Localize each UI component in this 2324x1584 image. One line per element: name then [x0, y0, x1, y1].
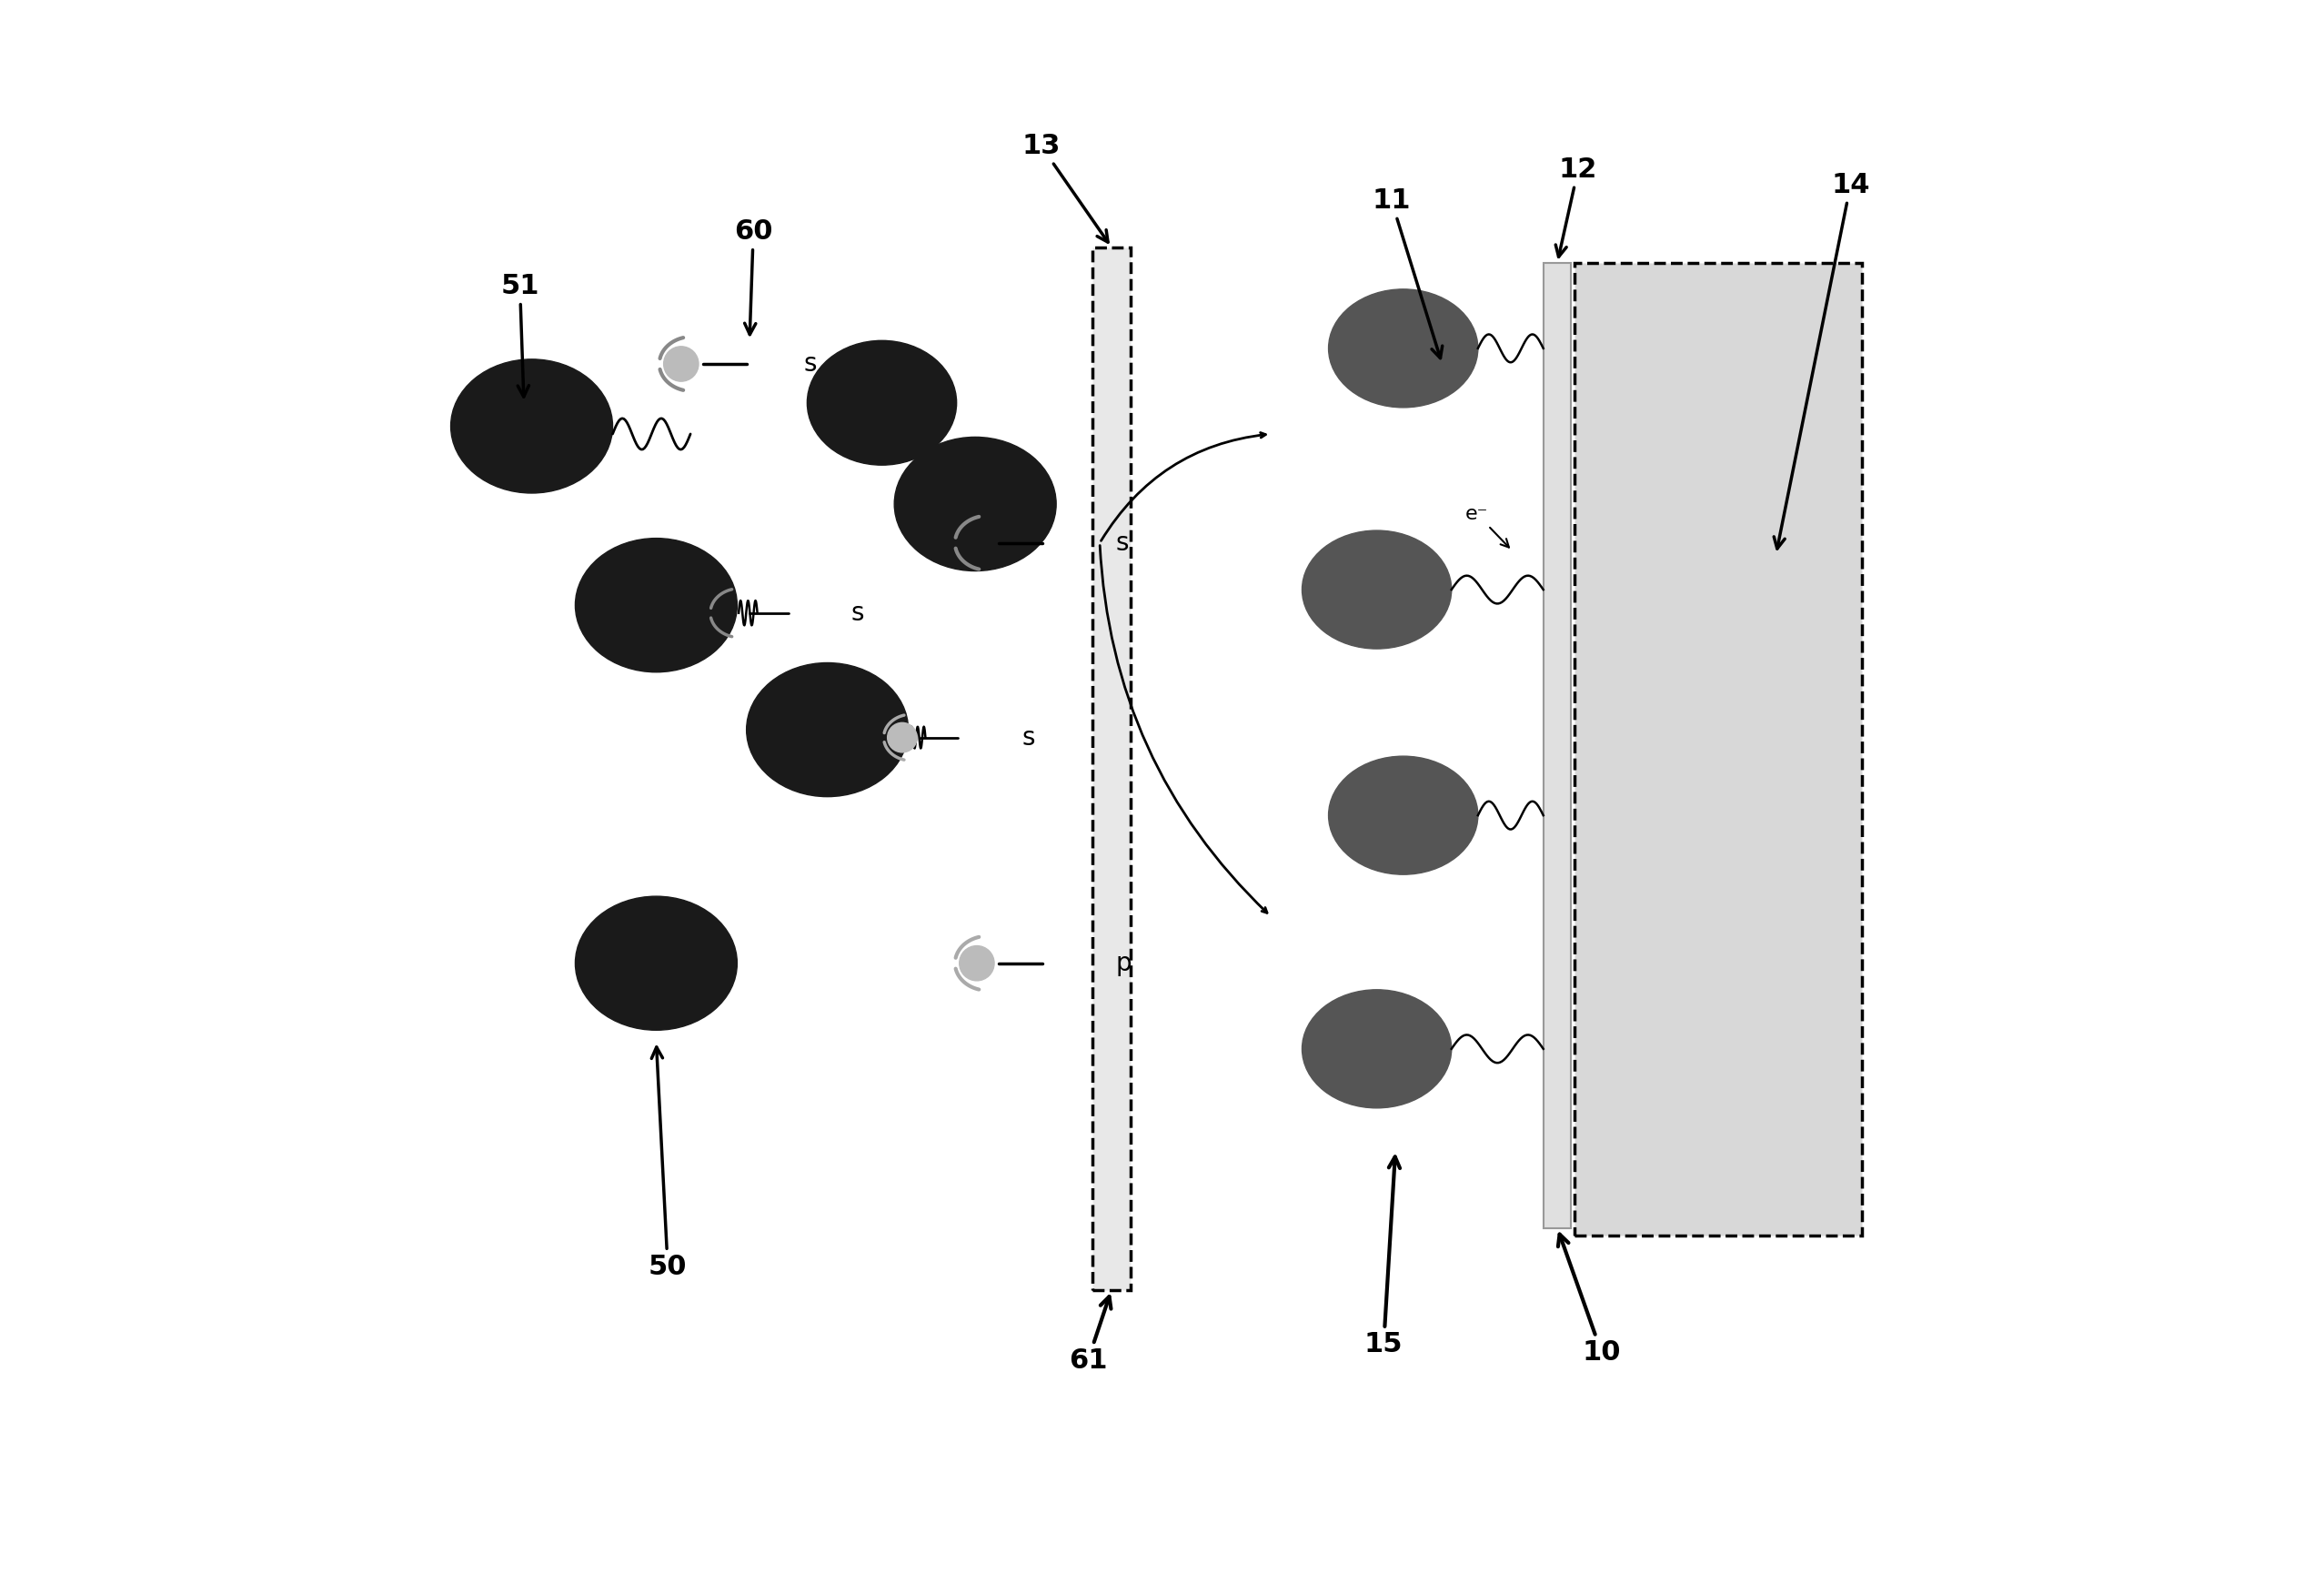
Ellipse shape: [1329, 756, 1478, 874]
Text: 50: 50: [648, 1047, 688, 1280]
Ellipse shape: [576, 539, 737, 672]
Text: 10: 10: [1557, 1234, 1620, 1365]
Text: 13: 13: [1023, 133, 1109, 242]
FancyBboxPatch shape: [1092, 247, 1132, 1289]
Circle shape: [960, 946, 995, 980]
Ellipse shape: [806, 341, 957, 466]
Text: s: s: [804, 352, 818, 377]
Text: 12: 12: [1555, 157, 1597, 257]
Ellipse shape: [1329, 290, 1478, 407]
Text: 15: 15: [1364, 1156, 1404, 1357]
Text: 60: 60: [734, 219, 772, 334]
Ellipse shape: [895, 437, 1055, 570]
Circle shape: [888, 722, 918, 752]
Ellipse shape: [451, 360, 614, 493]
Ellipse shape: [1301, 990, 1452, 1109]
Ellipse shape: [1301, 531, 1452, 649]
Text: 14: 14: [1773, 171, 1871, 548]
Ellipse shape: [746, 662, 909, 797]
FancyBboxPatch shape: [1573, 263, 1862, 1236]
Text: 11: 11: [1371, 187, 1443, 358]
Text: 61: 61: [1069, 1297, 1111, 1373]
Circle shape: [665, 347, 700, 382]
Text: p: p: [1116, 950, 1132, 976]
Text: e⁻: e⁻: [1466, 505, 1508, 548]
Text: s: s: [1116, 531, 1129, 556]
Ellipse shape: [576, 897, 737, 1030]
Text: s: s: [851, 600, 865, 626]
Bar: [1543, 263, 1571, 1228]
Text: s: s: [1023, 725, 1034, 751]
Text: 51: 51: [500, 272, 539, 396]
